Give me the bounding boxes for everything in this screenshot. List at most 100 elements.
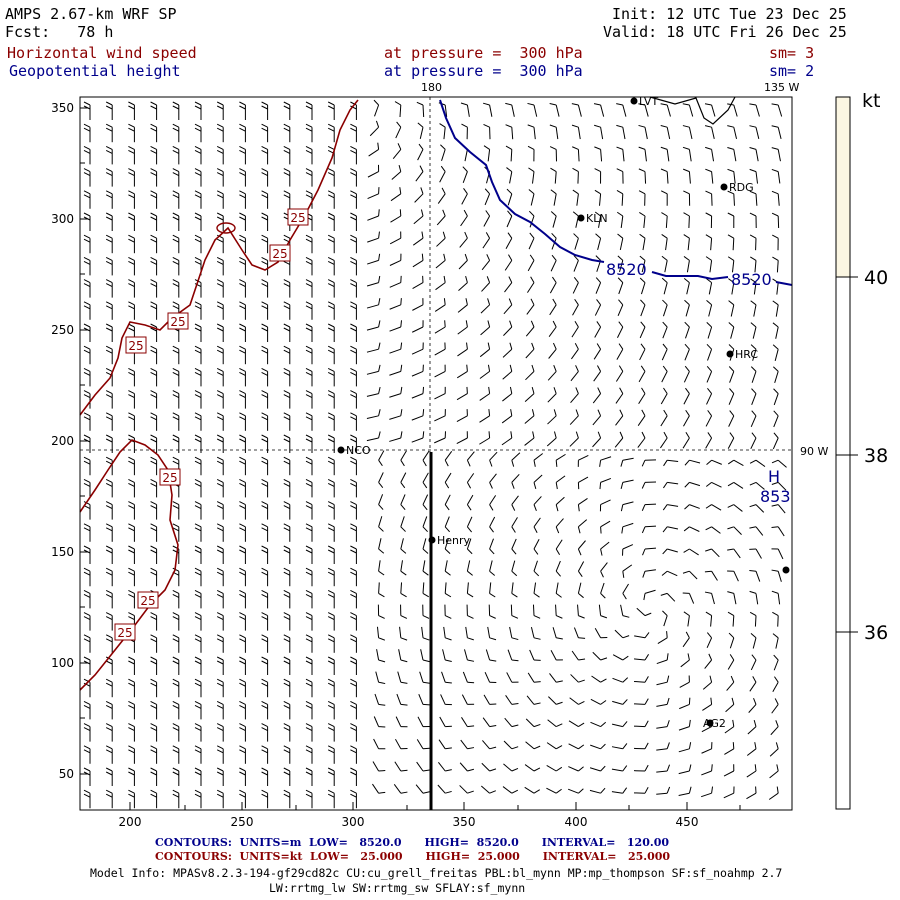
wind-barb-shaft xyxy=(533,539,540,550)
wind-barb-flag xyxy=(419,165,424,172)
wind-barb-flag xyxy=(239,145,246,150)
wind-barb-flag xyxy=(305,678,313,683)
wind-barb-shaft xyxy=(411,348,424,355)
wind-barb-flag xyxy=(621,526,624,534)
wind-barb-shaft xyxy=(572,304,579,316)
wind-barb-flag xyxy=(105,394,113,399)
wind-barb-flag xyxy=(619,387,624,394)
wind-barb-flag xyxy=(378,637,386,641)
wind-barb-flag xyxy=(350,190,357,195)
wind-barb-flag xyxy=(578,637,586,639)
wind-barb-shaft xyxy=(393,784,402,794)
wind-barb-flag xyxy=(239,634,246,639)
wind-barb-flag xyxy=(350,501,357,506)
wind-barb-flag xyxy=(400,431,403,439)
wind-barb-flag xyxy=(128,101,135,106)
wind-barb-flag xyxy=(684,504,690,510)
wind-barb-flag xyxy=(530,298,535,306)
wind-barb-flag xyxy=(150,327,157,332)
wind-barb-shaft xyxy=(416,739,424,750)
wind-barb-flag xyxy=(83,371,91,376)
wind-barb-flag xyxy=(128,549,135,554)
wind-barb-shaft xyxy=(459,237,468,248)
wind-barb-shaft xyxy=(553,193,557,206)
wind-barb-flag xyxy=(527,102,535,106)
wind-barb-flag xyxy=(507,232,513,239)
wind-barb-shaft xyxy=(637,437,646,448)
wind-barb-flag xyxy=(150,700,157,705)
wind-barb-flag xyxy=(511,592,518,598)
plot-frame xyxy=(79,96,793,811)
wind-barb-flag xyxy=(422,637,430,641)
wind-barb-flag xyxy=(327,256,335,261)
wind-barb-flag xyxy=(194,616,202,621)
wind-barb-flag xyxy=(150,482,157,487)
wind-barb-flag xyxy=(618,299,624,306)
wind-barb-flag xyxy=(550,167,557,173)
wind-barb-shaft xyxy=(461,717,468,727)
wind-barb-shaft xyxy=(662,326,668,339)
wind-barb-flag xyxy=(83,145,91,150)
wind-barb-shaft xyxy=(398,649,402,661)
wind-barb-flag xyxy=(150,101,157,106)
wind-barb-flag xyxy=(305,416,313,421)
wind-barb-flag xyxy=(574,298,579,306)
wind-barb-flag xyxy=(83,394,91,399)
wind-barb-flag xyxy=(422,769,430,772)
wind-barb-flag xyxy=(489,790,496,794)
wind-barb-shaft xyxy=(750,659,757,671)
wind-barb-shaft xyxy=(684,326,690,339)
wind-barb-flag xyxy=(105,678,113,683)
wind-barb-flag xyxy=(239,616,246,621)
wind-barb-shaft xyxy=(436,215,446,226)
wind-barb-flag xyxy=(616,211,624,217)
wind-barb-shaft xyxy=(723,770,735,777)
wind-barb-flag xyxy=(578,766,584,772)
wind-barb-shaft xyxy=(638,371,646,383)
wind-barb-flag xyxy=(749,103,757,106)
wind-barb-flag xyxy=(397,143,402,150)
wind-barb-shaft xyxy=(661,348,668,361)
wind-barb-shaft xyxy=(683,415,690,427)
contours-wind-info: CONTOURS: UNITS=kt LOW= 25.000 HIGH= 25.… xyxy=(155,850,671,863)
wind-barb-flag xyxy=(83,234,91,239)
wind-barb-flag xyxy=(378,526,384,532)
wind-barb-flag xyxy=(105,149,113,154)
wind-barb-flag xyxy=(172,123,180,128)
wind-barb-flag xyxy=(305,482,313,487)
wind-barb-flag xyxy=(750,633,757,639)
wind-barb-shaft xyxy=(415,784,424,794)
wind-barb-flag xyxy=(105,349,113,354)
wind-barb-flag xyxy=(350,593,357,598)
wind-barb-flag xyxy=(529,232,535,239)
wind-barb-flag xyxy=(128,678,135,683)
wind-barb-flag xyxy=(283,349,291,354)
wind-barb-flag xyxy=(727,591,734,594)
wind-barb-flag xyxy=(727,526,734,530)
wind-barb-shaft xyxy=(434,393,446,400)
wind-barb-flag xyxy=(172,456,180,461)
wind-barb-shaft xyxy=(687,238,690,251)
wind-barb-shaft xyxy=(372,761,380,772)
wind-barb-flag xyxy=(666,675,670,683)
wind-barb-shaft xyxy=(442,649,446,661)
wind-barb-flag xyxy=(617,255,624,261)
wind-barb-flag xyxy=(172,394,180,399)
wind-barb-flag xyxy=(467,790,474,794)
station-dot xyxy=(726,350,734,358)
wind-barb-flag xyxy=(83,789,91,794)
wind-barb-flag xyxy=(105,172,113,177)
wind-barb-shaft xyxy=(412,237,424,246)
wind-barb-flag xyxy=(105,460,113,465)
wind-barb-shaft xyxy=(507,193,513,206)
wind-barb-flag xyxy=(150,301,157,306)
wind-barb-flag xyxy=(105,301,113,306)
wind-barb-flag xyxy=(194,460,202,465)
wind-barb-shaft xyxy=(506,215,513,228)
wind-barb-flag xyxy=(239,593,246,598)
wind-barb-shaft xyxy=(373,716,380,727)
wind-barb-shaft xyxy=(755,171,759,184)
wind-barb-flag xyxy=(128,390,135,395)
